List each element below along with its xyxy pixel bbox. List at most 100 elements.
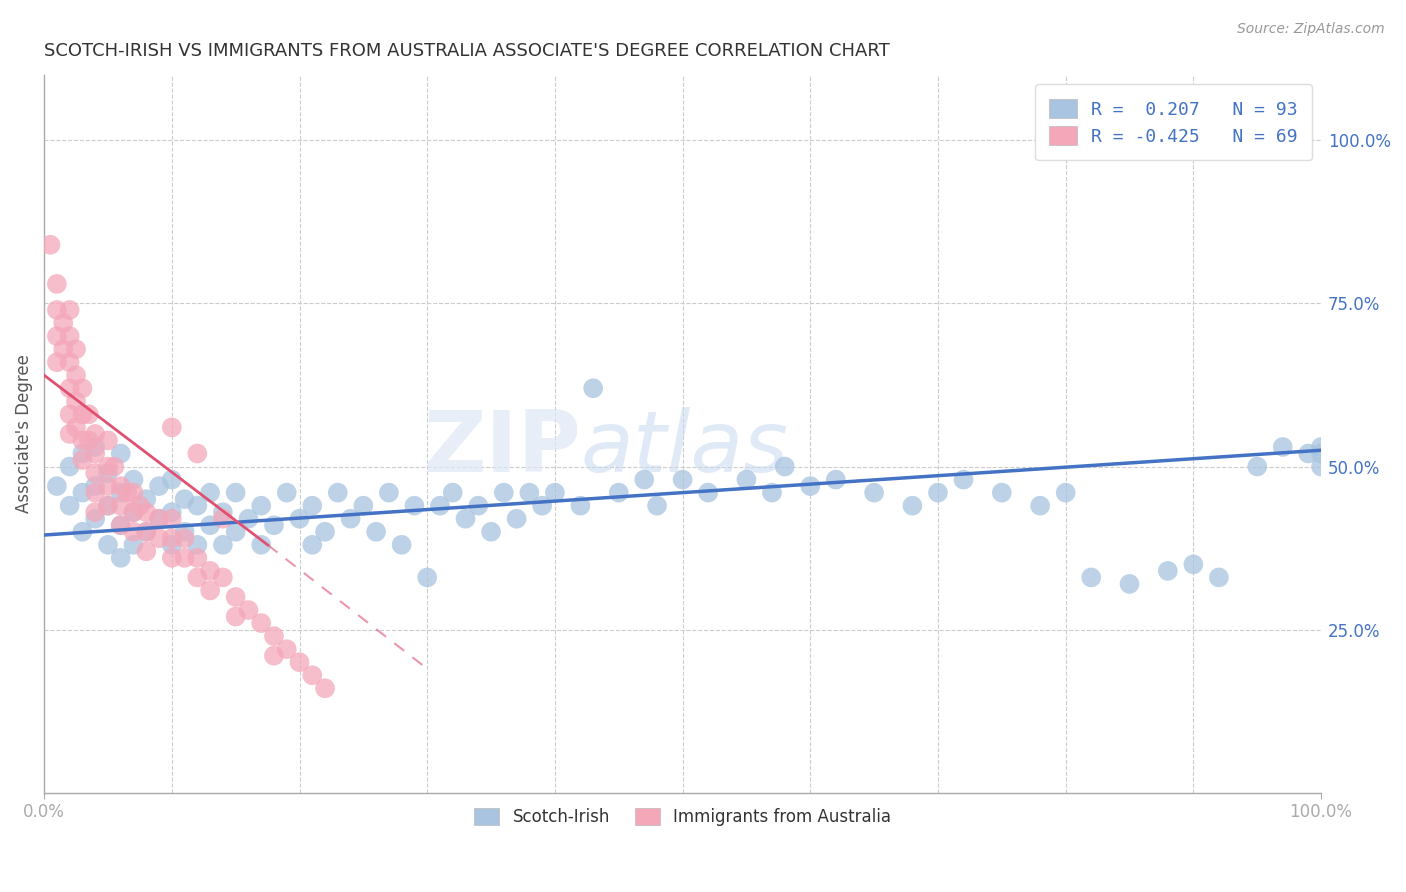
Point bbox=[110, 518, 132, 533]
Point bbox=[301, 668, 323, 682]
Point bbox=[429, 499, 451, 513]
Point bbox=[238, 603, 260, 617]
Point bbox=[84, 426, 107, 441]
Point bbox=[135, 524, 157, 539]
Point bbox=[991, 485, 1014, 500]
Point bbox=[212, 505, 235, 519]
Point bbox=[186, 499, 208, 513]
Point bbox=[314, 681, 336, 696]
Point bbox=[110, 479, 132, 493]
Point bbox=[103, 459, 125, 474]
Point bbox=[59, 329, 82, 343]
Y-axis label: Associate's Degree: Associate's Degree bbox=[15, 354, 32, 514]
Point bbox=[148, 512, 170, 526]
Point bbox=[1310, 440, 1333, 454]
Point bbox=[122, 505, 145, 519]
Point bbox=[531, 499, 554, 513]
Point bbox=[607, 485, 630, 500]
Point bbox=[72, 381, 94, 395]
Point bbox=[115, 485, 138, 500]
Point bbox=[122, 485, 145, 500]
Point bbox=[1298, 446, 1320, 460]
Point bbox=[97, 479, 120, 493]
Point bbox=[59, 381, 82, 395]
Point bbox=[492, 485, 515, 500]
Point bbox=[186, 550, 208, 565]
Point bbox=[135, 544, 157, 558]
Point bbox=[72, 453, 94, 467]
Point bbox=[72, 485, 94, 500]
Point bbox=[301, 499, 323, 513]
Point bbox=[697, 485, 720, 500]
Point bbox=[901, 499, 924, 513]
Point bbox=[225, 485, 247, 500]
Point bbox=[59, 355, 82, 369]
Point bbox=[1310, 446, 1333, 460]
Point bbox=[927, 485, 949, 500]
Point bbox=[1310, 459, 1333, 474]
Point bbox=[416, 570, 439, 584]
Point bbox=[378, 485, 401, 500]
Point bbox=[441, 485, 464, 500]
Point bbox=[97, 459, 120, 474]
Point bbox=[84, 505, 107, 519]
Point bbox=[97, 499, 120, 513]
Point bbox=[84, 485, 107, 500]
Point bbox=[160, 538, 183, 552]
Point bbox=[404, 499, 426, 513]
Legend: Scotch-Irish, Immigrants from Australia: Scotch-Irish, Immigrants from Australia bbox=[465, 800, 900, 835]
Point bbox=[160, 512, 183, 526]
Point bbox=[65, 394, 87, 409]
Point bbox=[505, 512, 527, 526]
Point bbox=[59, 426, 82, 441]
Point bbox=[276, 485, 298, 500]
Point bbox=[326, 485, 349, 500]
Point bbox=[633, 473, 655, 487]
Point bbox=[212, 512, 235, 526]
Point bbox=[1157, 564, 1180, 578]
Point bbox=[160, 420, 183, 434]
Point bbox=[97, 434, 120, 448]
Point bbox=[735, 473, 758, 487]
Point bbox=[301, 538, 323, 552]
Point bbox=[45, 277, 67, 291]
Point bbox=[173, 531, 195, 545]
Point bbox=[110, 518, 132, 533]
Point bbox=[122, 524, 145, 539]
Point bbox=[263, 518, 285, 533]
Point bbox=[467, 499, 489, 513]
Point bbox=[160, 505, 183, 519]
Point bbox=[454, 512, 477, 526]
Point bbox=[110, 485, 132, 500]
Point bbox=[198, 518, 221, 533]
Point bbox=[45, 303, 67, 318]
Point bbox=[544, 485, 567, 500]
Point bbox=[198, 583, 221, 598]
Point bbox=[186, 570, 208, 584]
Point bbox=[824, 473, 846, 487]
Point bbox=[238, 512, 260, 526]
Point bbox=[173, 492, 195, 507]
Point bbox=[122, 505, 145, 519]
Point bbox=[173, 550, 195, 565]
Point bbox=[212, 538, 235, 552]
Point bbox=[314, 524, 336, 539]
Point bbox=[52, 342, 75, 356]
Text: SCOTCH-IRISH VS IMMIGRANTS FROM AUSTRALIA ASSOCIATE'S DEGREE CORRELATION CHART: SCOTCH-IRISH VS IMMIGRANTS FROM AUSTRALI… bbox=[44, 42, 890, 60]
Point bbox=[352, 499, 374, 513]
Point bbox=[517, 485, 540, 500]
Point bbox=[186, 446, 208, 460]
Point bbox=[110, 446, 132, 460]
Point bbox=[250, 499, 273, 513]
Point bbox=[173, 524, 195, 539]
Point bbox=[198, 485, 221, 500]
Point bbox=[135, 524, 157, 539]
Point bbox=[148, 531, 170, 545]
Point bbox=[72, 434, 94, 448]
Point bbox=[65, 368, 87, 383]
Point bbox=[148, 479, 170, 493]
Point bbox=[288, 512, 311, 526]
Point bbox=[250, 538, 273, 552]
Point bbox=[569, 499, 592, 513]
Point bbox=[1029, 499, 1052, 513]
